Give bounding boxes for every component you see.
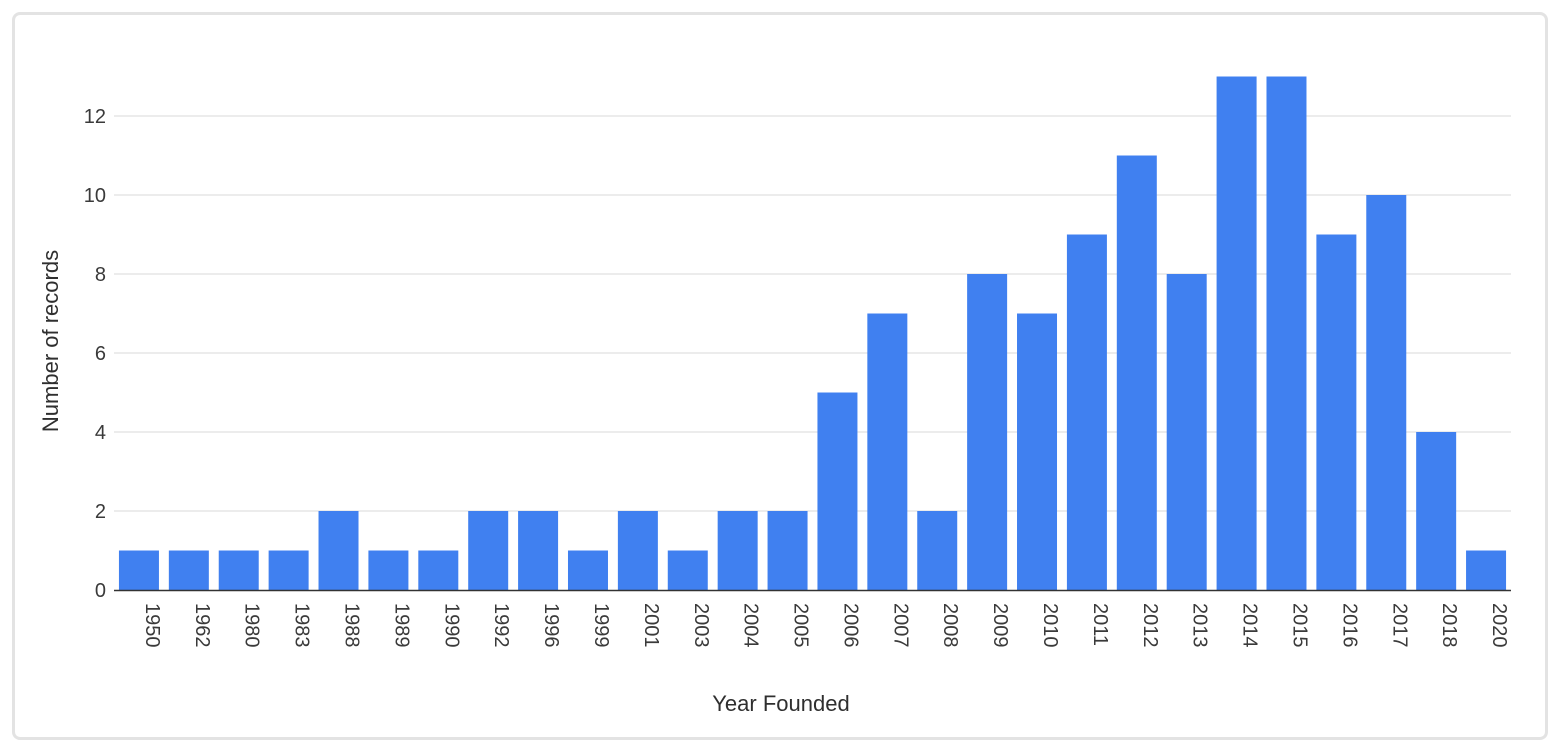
y-tick-label: 12	[84, 106, 106, 128]
bar-2006[interactable]	[817, 392, 858, 591]
x-tick-label: 2012	[1139, 603, 1161, 648]
x-tick-label: 1950	[141, 603, 163, 648]
x-tick-label: 1990	[440, 603, 462, 648]
x-tick-label: 1980	[241, 603, 263, 648]
x-tick-label: 2018	[1438, 603, 1460, 648]
bar-1990[interactable]	[418, 550, 459, 591]
y-tick-label: 8	[95, 264, 106, 286]
y-tick-label: 4	[95, 422, 106, 444]
x-tick-label: 1988	[341, 603, 363, 648]
x-axis-ticks: 1950 1962 1980 1983 1988 1989 1990 1992 1996 1999…	[141, 603, 1510, 648]
y-tick-label: 0	[95, 580, 106, 602]
bar-1962[interactable]	[168, 550, 209, 591]
bar-2020[interactable]	[1466, 550, 1507, 591]
bars	[118, 76, 1507, 591]
bar-2013[interactable]	[1166, 274, 1207, 590]
bar-2011[interactable]	[1066, 234, 1107, 591]
x-tick-label: 2015	[1288, 603, 1310, 648]
x-tick-label: 2008	[939, 603, 961, 648]
x-tick-label: 2020	[1488, 603, 1510, 648]
x-tick-label: 1996	[540, 603, 562, 648]
bar-1983[interactable]	[268, 550, 309, 591]
x-axis-title: Year Founded	[712, 691, 849, 716]
bar-1950[interactable]	[118, 550, 159, 591]
x-tick-label: 2007	[889, 603, 911, 648]
bar-1999[interactable]	[567, 550, 608, 591]
x-tick-label: 2013	[1189, 603, 1211, 648]
x-tick-label: 2004	[740, 603, 762, 648]
x-tick-label: 1983	[291, 603, 313, 648]
bar-1989[interactable]	[368, 550, 409, 591]
bar-2009[interactable]	[967, 274, 1008, 590]
x-tick-label: 2006	[839, 603, 861, 648]
y-axis-ticks: 0 2 4 6 8 10 12	[84, 106, 106, 602]
x-tick-label: 2011	[1089, 603, 1111, 646]
bar-2007[interactable]	[867, 313, 908, 591]
y-tick-label: 10	[84, 185, 106, 207]
bar-1992[interactable]	[468, 511, 509, 590]
bar-2015[interactable]	[1266, 76, 1307, 591]
bar-2008[interactable]	[917, 511, 958, 590]
bar-2001[interactable]	[617, 511, 658, 590]
x-tick-label: 1962	[191, 603, 213, 648]
bar-2016[interactable]	[1316, 234, 1357, 591]
bar-2010[interactable]	[1017, 313, 1058, 591]
x-tick-label: 2016	[1338, 603, 1360, 648]
x-tick-label: 1992	[490, 603, 512, 648]
bar-2003[interactable]	[667, 550, 708, 591]
bar-2017[interactable]	[1366, 195, 1407, 590]
x-tick-label: 2014	[1239, 603, 1261, 648]
x-tick-label: 2005	[790, 603, 812, 648]
x-tick-label: 1999	[590, 603, 612, 648]
bar-1988[interactable]	[318, 511, 359, 590]
bar-2005[interactable]	[767, 511, 808, 590]
bar-2004[interactable]	[717, 511, 758, 590]
bar-1980[interactable]	[218, 550, 259, 591]
bar-2012[interactable]	[1116, 155, 1157, 591]
y-tick-label: 6	[95, 343, 106, 365]
x-tick-label: 2003	[690, 603, 712, 648]
x-tick-label: 2009	[989, 603, 1011, 648]
x-tick-label: 2017	[1388, 603, 1410, 648]
y-axis-title: Number of records	[38, 250, 63, 432]
bar-2014[interactable]	[1216, 76, 1257, 591]
bar-2018[interactable]	[1416, 432, 1457, 590]
bar-1996[interactable]	[518, 511, 559, 590]
x-tick-label: 2010	[1039, 603, 1061, 648]
y-tick-label: 2	[95, 501, 106, 523]
x-tick-label: 1989	[390, 603, 412, 648]
x-tick-label: 2001	[640, 603, 662, 648]
